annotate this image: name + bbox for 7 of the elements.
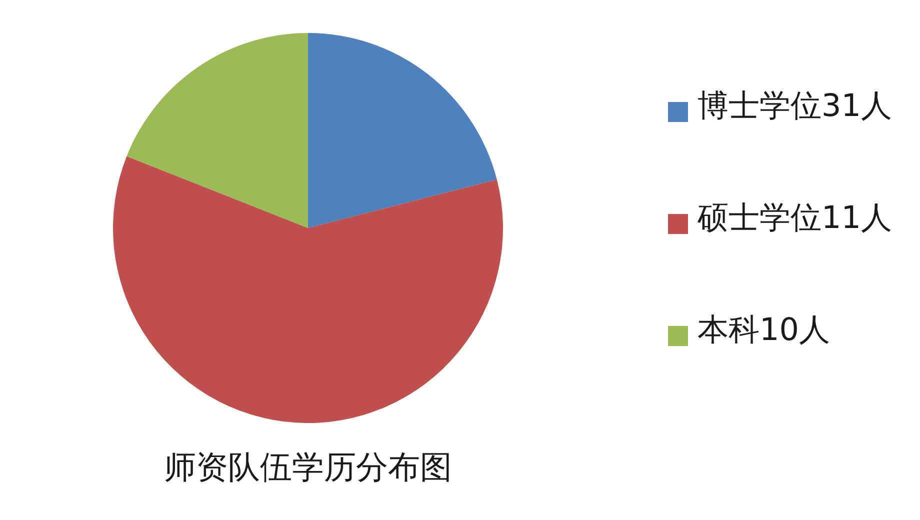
pie-slice xyxy=(126,33,308,228)
legend-label: 本科10人 xyxy=(698,312,830,348)
pie-slice xyxy=(113,156,503,423)
text: 师资队伍学历分布图 xyxy=(163,447,453,488)
pie-slice xyxy=(308,33,497,228)
legend-label: 博士学位31人 xyxy=(698,88,892,124)
legend-label: 硕士学位11人 xyxy=(698,200,892,236)
